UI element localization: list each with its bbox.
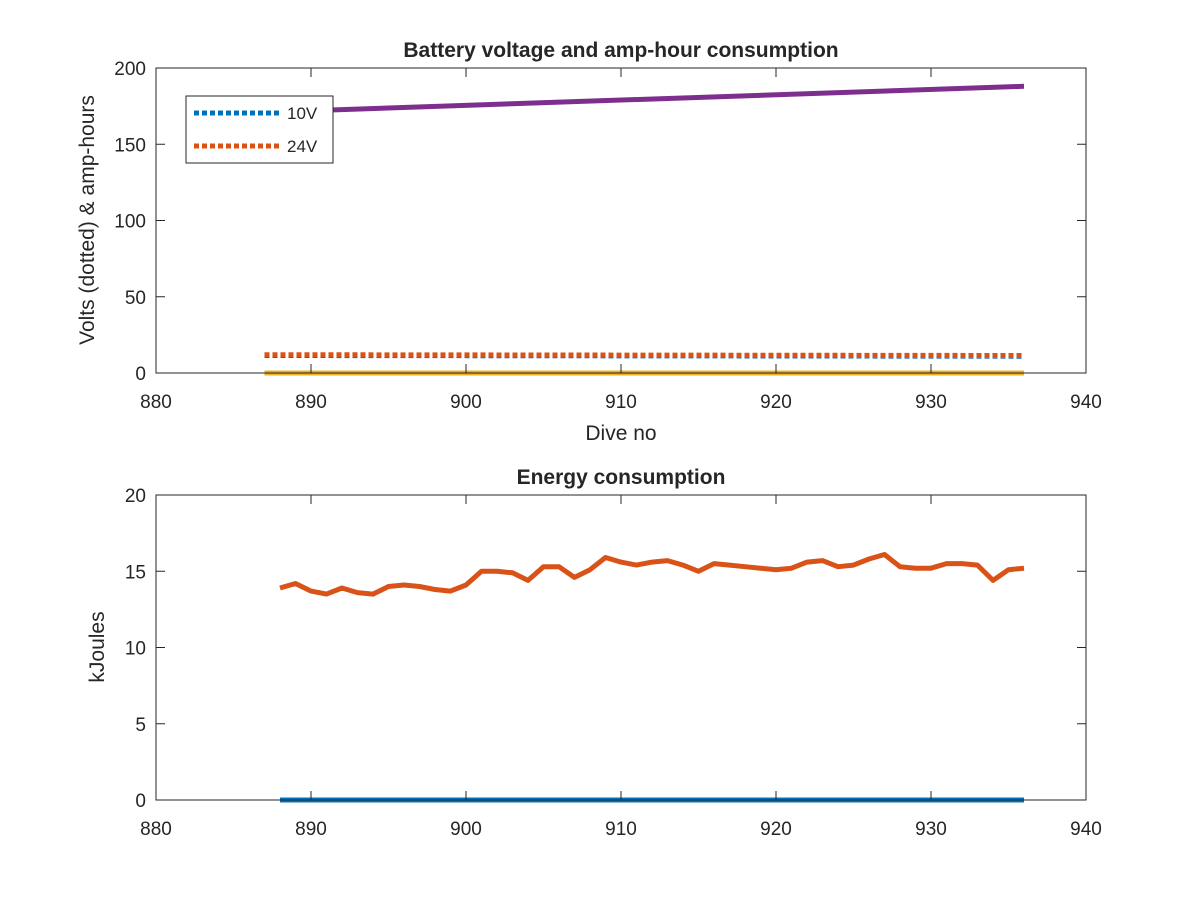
energy-y-tick-label: 0 (135, 791, 146, 812)
energy-x-tick-label: 880 (140, 819, 172, 840)
battery-x-tick-label: 910 (605, 392, 637, 413)
energy-ticks: 880 890 900 910 920 930 940 0 5 10 15 20 (125, 486, 1102, 840)
energy-x-tick-label: 900 (450, 819, 482, 840)
energy-series-1-line (279, 552, 1025, 597)
energy-axes: 880 890 900 910 920 930 940 0 5 10 15 20 Energy con… (86, 466, 1102, 840)
battery-x-tick-label: 940 (1070, 392, 1102, 413)
energy-y-tick-label: 10 (125, 639, 146, 660)
energy-x-tick-label: 920 (760, 819, 792, 840)
battery-x-tick-label: 890 (295, 392, 327, 413)
legend-label-10v: 10V (287, 104, 318, 123)
energy-y-axis-label: kJoules (86, 611, 109, 682)
battery-y-axis-label: Volts (dotted) & amp-hours (76, 95, 99, 345)
legend: 10V 24V (185, 95, 334, 164)
legend-box (185, 95, 334, 164)
battery-x-tick-label: 900 (450, 392, 482, 413)
energy-x-tick-label: 940 (1070, 819, 1102, 840)
battery-series-2-line (264, 83, 1025, 115)
battery-ticks: 880 890 900 910 920 930 940 0 50 100 150 200 (114, 59, 1102, 413)
battery-x-axis-label: Dive no (585, 422, 656, 445)
energy-plot-area (156, 495, 1086, 800)
battery-y-tick-label: 150 (114, 135, 146, 156)
energy-x-tick-label: 930 (915, 819, 947, 840)
battery-chart-title: Battery voltage and amp-hour consumption (403, 39, 838, 62)
battery-y-tick-label: 50 (125, 288, 146, 309)
energy-x-tick-label: 910 (605, 819, 637, 840)
legend-label-24v: 24V (287, 137, 318, 156)
battery-x-tick-label: 920 (760, 392, 792, 413)
battery-y-tick-label: 100 (114, 212, 146, 233)
energy-x-tick-label: 890 (295, 819, 327, 840)
battery-x-tick-label: 930 (915, 392, 947, 413)
battery-y-tick-label: 0 (135, 364, 146, 385)
energy-y-tick-label: 20 (125, 486, 146, 507)
battery-y-tick-label: 200 (114, 59, 146, 80)
energy-chart-title: Energy consumption (517, 466, 726, 489)
energy-y-tick-label: 15 (125, 562, 146, 583)
battery-x-tick-label: 880 (140, 392, 172, 413)
battery-series-24v-line (264, 352, 1025, 358)
battery-axes: 880 890 900 910 920 930 940 0 50 100 150 200 Batter… (76, 39, 1102, 445)
energy-y-tick-label: 5 (135, 715, 146, 736)
